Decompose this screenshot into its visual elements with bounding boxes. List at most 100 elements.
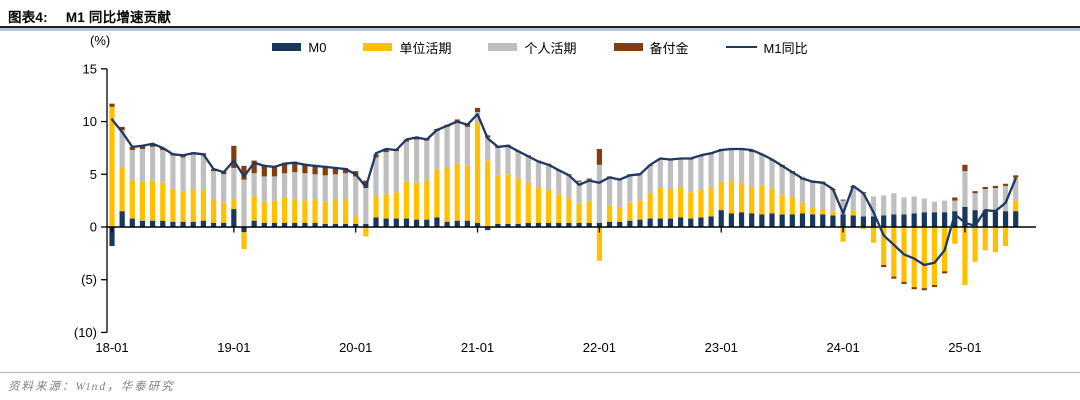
bar-segment (546, 164, 552, 191)
bar-segment (688, 192, 694, 219)
bar-segment (1002, 185, 1009, 212)
bar-segment (464, 165, 470, 221)
bar-segment (271, 200, 278, 223)
bar-segment (596, 227, 602, 261)
bar-segment (505, 174, 511, 224)
bar-segment (515, 178, 521, 224)
bar-segment (576, 222, 582, 227)
bar-segment (495, 223, 501, 227)
bar-segment (769, 213, 775, 227)
bar-segment (556, 222, 562, 227)
bar-segment (982, 186, 988, 190)
bar-segment (952, 211, 958, 227)
bar-segment (698, 217, 704, 227)
bar-segment (718, 151, 724, 182)
bar-segment (992, 227, 998, 253)
bar-segment (860, 216, 866, 227)
bar-segment (698, 156, 704, 191)
bar-segment (353, 223, 359, 227)
bar-segment (667, 218, 674, 227)
bar-segment (119, 211, 125, 227)
bars-personal-demand (119, 112, 1019, 227)
bar-segment (952, 200, 958, 212)
bar-segment (424, 140, 430, 181)
bar-segment (160, 150, 166, 183)
x-tick-label: 21-01 (461, 340, 494, 355)
bar-segment (749, 186, 755, 214)
bar-segment (353, 176, 359, 217)
bar-segment (789, 214, 795, 227)
bar-segment (190, 154, 196, 190)
bar-segment (302, 222, 308, 227)
bar-segment (434, 217, 440, 227)
bar-segment (820, 209, 826, 215)
bar-segment (139, 220, 146, 227)
bar-segment (444, 221, 450, 227)
bar-segment (221, 222, 227, 227)
bar-segment (850, 215, 856, 227)
bar-segment (718, 181, 724, 211)
bar-segment (617, 179, 623, 207)
bar-segment (921, 198, 927, 213)
bar-segment (546, 190, 552, 223)
y-tick-label: 10 (83, 114, 97, 129)
bar-segment (282, 197, 288, 223)
bar-segment (485, 137, 491, 161)
bar-segment (769, 160, 775, 190)
bar-segment (454, 220, 460, 227)
bar-segment (759, 185, 765, 215)
bar-segment (799, 202, 806, 214)
personal-demand-legend-swatch (488, 43, 518, 51)
bar-segment (383, 152, 389, 195)
legend-item-m1-yoy: M1同比 (725, 38, 808, 57)
bar-segment (779, 195, 785, 215)
bar-segment (261, 201, 267, 223)
bar-segment (982, 227, 988, 251)
bar-segment (881, 264, 887, 268)
bar-segment (566, 198, 572, 223)
bar-segment (657, 159, 663, 188)
legend-label: M1同比 (763, 40, 808, 56)
bar-segment (210, 199, 217, 223)
bar-segment (139, 148, 146, 182)
bar-segment (271, 176, 278, 201)
bar-segment (393, 192, 399, 219)
bar-segment (241, 227, 247, 233)
bar-segment (139, 145, 146, 149)
m0-legend-swatch (272, 43, 302, 51)
bar-segment (556, 194, 562, 223)
bar-segment (870, 216, 877, 227)
bar-segment (881, 215, 887, 227)
bar-segment (282, 162, 288, 174)
bar-segment (474, 112, 481, 123)
bar-segment (292, 172, 298, 200)
bar-segment (190, 221, 196, 227)
bar-segment (150, 220, 156, 227)
bar-segment (860, 227, 866, 230)
bar-segment (251, 196, 257, 221)
bar-segment (1002, 211, 1009, 227)
bar-segment (576, 181, 582, 204)
bar-segment (221, 202, 227, 223)
bar-segment (150, 146, 156, 181)
y-tick-label: (10) (74, 325, 97, 340)
bar-segment (119, 167, 125, 212)
bar-segment (170, 155, 176, 190)
bar-segment (129, 180, 135, 219)
bar-segment (414, 219, 420, 227)
bar-segment (414, 139, 420, 183)
bar-segment (170, 189, 176, 222)
bar-segment (931, 227, 938, 285)
bar-segment (627, 175, 633, 203)
bar-segment (606, 221, 613, 227)
bar-segment (840, 199, 846, 201)
bar-segment (403, 181, 410, 219)
bar-segment (485, 227, 491, 231)
legend-label: M0 (308, 39, 327, 55)
bar-segment (962, 206, 968, 227)
bar-segment (414, 182, 420, 220)
bar-segment (992, 187, 998, 212)
bar-segment (109, 227, 115, 246)
bar-segment (464, 220, 470, 227)
